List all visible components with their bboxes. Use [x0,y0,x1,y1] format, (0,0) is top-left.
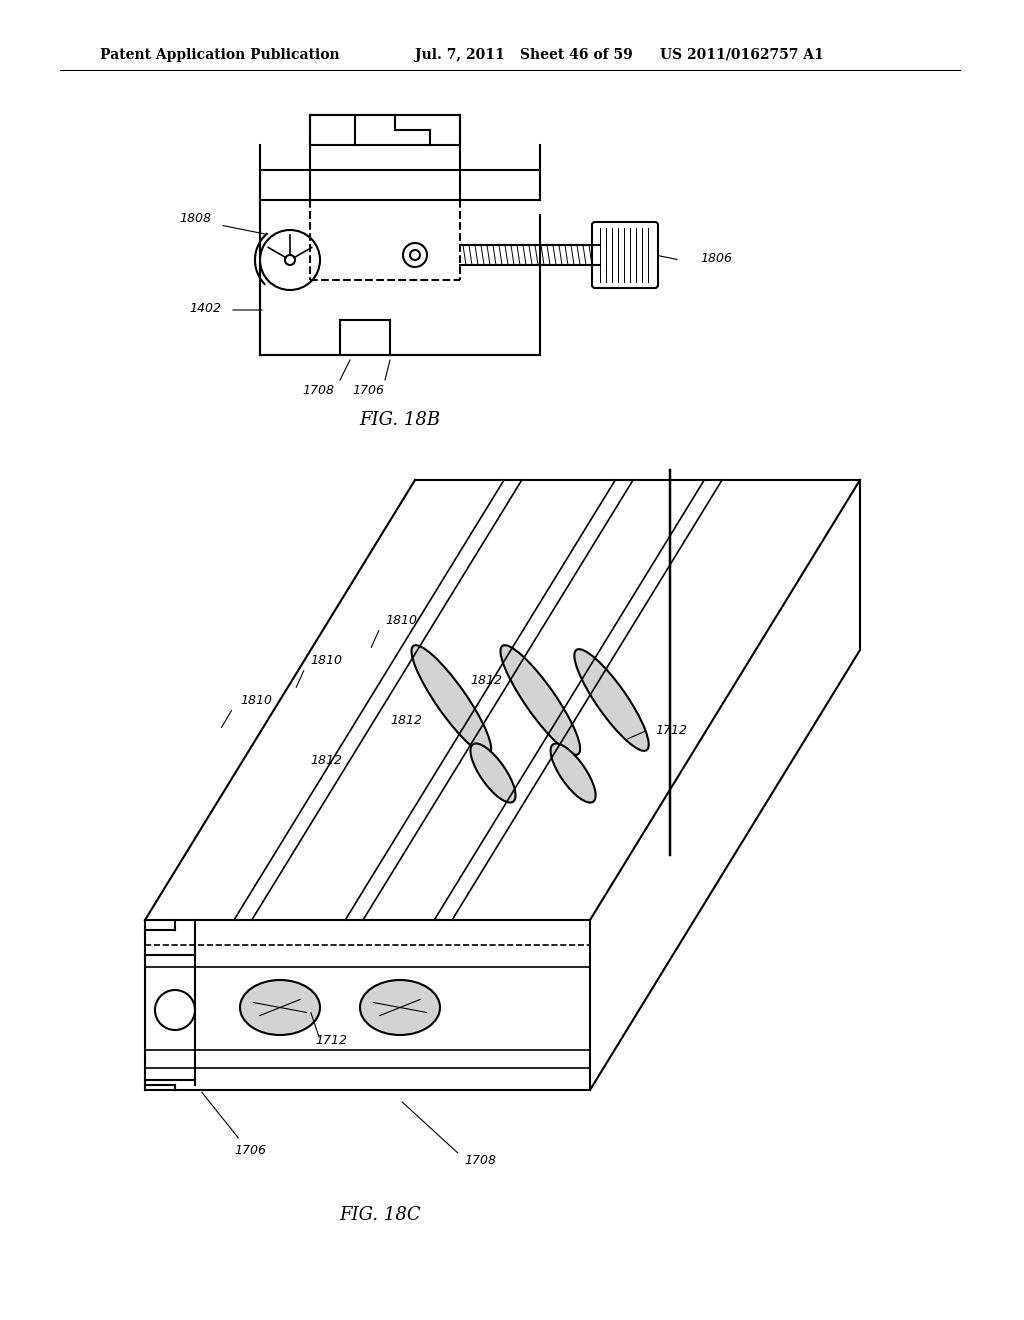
Text: 1808: 1808 [179,211,211,224]
Text: FIG. 18B: FIG. 18B [359,411,440,429]
Ellipse shape [501,645,581,755]
Text: 1712: 1712 [655,723,687,737]
Text: 1712: 1712 [315,1034,347,1047]
Text: 1810: 1810 [310,653,342,667]
Text: 1708: 1708 [464,1154,496,1167]
Text: 1812: 1812 [390,714,422,726]
Text: 1810: 1810 [240,693,272,706]
Circle shape [403,243,427,267]
Text: Jul. 7, 2011: Jul. 7, 2011 [415,48,505,62]
Circle shape [155,990,195,1030]
Ellipse shape [360,979,440,1035]
Text: FIG. 18C: FIG. 18C [339,1206,421,1224]
Text: 1812: 1812 [310,754,342,767]
Text: 1812: 1812 [470,673,502,686]
Text: US 2011/0162757 A1: US 2011/0162757 A1 [660,48,823,62]
Ellipse shape [551,743,596,803]
Text: 1706: 1706 [352,384,384,396]
Text: Sheet 46 of 59: Sheet 46 of 59 [520,48,633,62]
Text: 1706: 1706 [234,1143,266,1156]
FancyBboxPatch shape [592,222,658,288]
Text: 1810: 1810 [385,614,417,627]
Ellipse shape [574,649,649,751]
Text: 1708: 1708 [302,384,334,396]
Text: 1402: 1402 [189,301,221,314]
Text: Patent Application Publication: Patent Application Publication [100,48,340,62]
Ellipse shape [470,743,515,803]
Text: 1806: 1806 [700,252,732,264]
Ellipse shape [240,979,319,1035]
Ellipse shape [412,645,492,755]
